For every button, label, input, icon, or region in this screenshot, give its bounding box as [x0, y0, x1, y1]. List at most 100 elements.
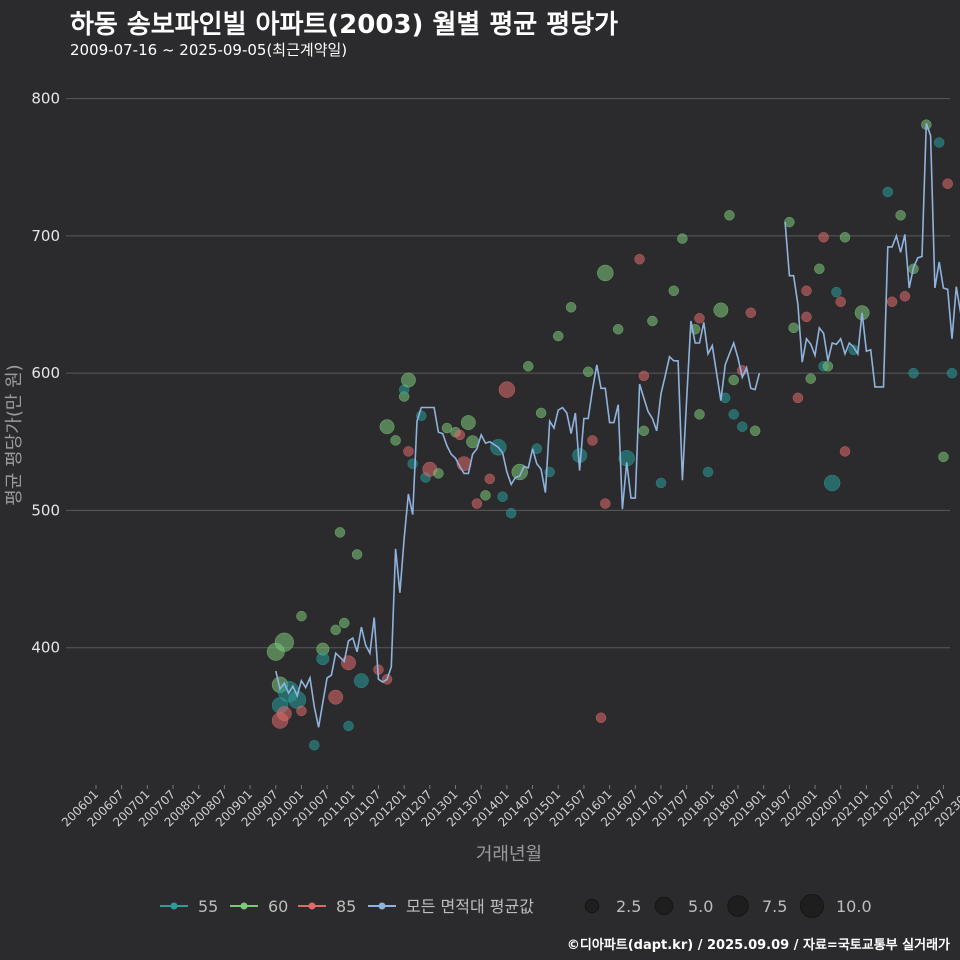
chart-subtitle: 2009-07-16 ~ 2025-09-05(최근계약일) — [70, 41, 348, 59]
scatter-point-55 — [908, 367, 919, 379]
scatter-point-60 — [668, 285, 680, 297]
scatter-point-60 — [822, 361, 834, 372]
scatter-point-55 — [407, 458, 418, 470]
legend-key-dot — [378, 902, 386, 910]
scatter-point-55 — [309, 739, 320, 751]
scatter-point-60 — [814, 263, 825, 275]
scatter-point-60 — [523, 361, 534, 372]
legend: 55 60 85 모든 면적대 평균값 2.5 5.0 7.5 10.0 — [160, 894, 872, 918]
scatter-point-60 — [334, 527, 346, 538]
scatter-point-60 — [724, 210, 735, 221]
scatter-point-60 — [938, 451, 949, 463]
legend-label-series: 모든 면적대 평균값 — [406, 897, 534, 916]
scatter-point-60 — [728, 374, 739, 386]
scatter-point-60 — [330, 624, 341, 636]
legend-label-series: 55 — [198, 897, 218, 916]
y-axis-ticks: 400 500 600 700 800 — [31, 90, 60, 657]
scatter-point-60 — [647, 315, 658, 327]
legend-size-label: 10.0 — [836, 897, 872, 916]
scatter-point-60 — [839, 231, 851, 243]
scatter-point-55 — [737, 421, 748, 432]
scatter-point-85 — [595, 712, 607, 723]
scatter-point-85 — [296, 705, 307, 717]
legend-size-label: 7.5 — [762, 897, 787, 916]
scatter-point-85 — [801, 311, 812, 323]
scatter-point-85 — [484, 473, 496, 485]
y-tick-label: 600 — [31, 364, 60, 382]
scatter-point-60 — [788, 322, 799, 334]
scatter-point-60 — [274, 632, 294, 652]
scatter-point-60 — [390, 435, 401, 446]
scatter-point-55 — [343, 720, 354, 732]
scatter-point-85 — [835, 296, 846, 308]
scatter-point-60 — [433, 468, 444, 479]
scatter-points — [266, 119, 958, 751]
scatter-point-60 — [784, 216, 795, 228]
scatter-point-60 — [612, 323, 624, 335]
legend-size-dot — [584, 898, 600, 914]
legend-key-dot — [308, 902, 316, 910]
credit-line: ©디아파트(dapt.kr) / 2025.09.09 / 자료=국토교통부 실… — [566, 938, 950, 953]
scatter-point-85 — [942, 178, 953, 189]
legend-key-dot — [240, 902, 248, 910]
scatter-point-55 — [655, 477, 667, 489]
scatter-point-85 — [818, 231, 829, 243]
legend-label-series: 60 — [268, 897, 288, 916]
average-line — [275, 123, 960, 728]
scatter-point-60 — [379, 419, 395, 435]
scatter-point-60 — [338, 617, 350, 629]
scatter-point-85 — [899, 291, 911, 302]
scatter-point-85 — [694, 312, 705, 324]
scatter-point-60 — [805, 373, 817, 384]
scatter-point-60 — [582, 366, 594, 378]
scatter-point-85 — [886, 296, 898, 308]
y-tick-label: 400 — [31, 639, 60, 657]
scatter-point-55 — [505, 507, 517, 519]
grid-lines — [66, 98, 950, 649]
legend-size-dot — [800, 894, 824, 918]
y-axis-title: 평균 평당가(만 원) — [4, 364, 25, 505]
scatter-point-85 — [801, 285, 812, 297]
scatter-point-85 — [498, 381, 516, 398]
scatter-point-85 — [276, 706, 292, 722]
y-tick-label: 500 — [31, 501, 60, 519]
scatter-point-60 — [749, 425, 761, 437]
scatter-point-60 — [460, 415, 476, 431]
legend-size-dot — [654, 896, 674, 916]
scatter-point-55 — [728, 409, 739, 420]
scatter-point-60 — [597, 264, 614, 282]
scatter-point-60 — [638, 425, 650, 437]
x-axis-ticks: 2006012006072007012007072008012008072009… — [59, 785, 960, 830]
scatter-point-55 — [933, 137, 945, 148]
scatter-point-85 — [745, 307, 757, 319]
scatter-point-60 — [677, 233, 688, 244]
legend-size-label: 2.5 — [616, 897, 641, 916]
average-line-path — [275, 320, 761, 728]
scatter-point-60 — [480, 490, 491, 501]
x-axis-title: 거래년월 — [476, 844, 542, 865]
scatter-point-60 — [296, 610, 307, 622]
scatter-point-55 — [831, 286, 842, 298]
scatter-point-85 — [328, 689, 344, 705]
scatter-point-55 — [316, 652, 330, 666]
scatter-point-55 — [702, 466, 714, 478]
scatter-point-55 — [946, 367, 958, 379]
scatter-point-55 — [353, 673, 369, 689]
scatter-point-60 — [351, 549, 363, 560]
scatter-point-60 — [441, 422, 453, 434]
scatter-point-55 — [882, 186, 894, 198]
legend-key-dot — [170, 902, 178, 910]
scatter-point-85 — [839, 446, 851, 457]
scatter-point-60 — [400, 372, 416, 388]
scatter-point-60 — [895, 210, 906, 221]
scatter-point-85 — [471, 498, 483, 509]
scatter-point-85 — [587, 435, 598, 446]
scatter-point-60 — [713, 302, 729, 318]
legend-size-label: 5.0 — [688, 897, 713, 916]
scatter-point-60 — [565, 302, 577, 313]
scatter-point-85 — [792, 392, 804, 404]
scatter-point-55 — [497, 491, 508, 502]
scatter-point-85 — [403, 446, 414, 457]
legend-label-series: 85 — [336, 897, 356, 916]
